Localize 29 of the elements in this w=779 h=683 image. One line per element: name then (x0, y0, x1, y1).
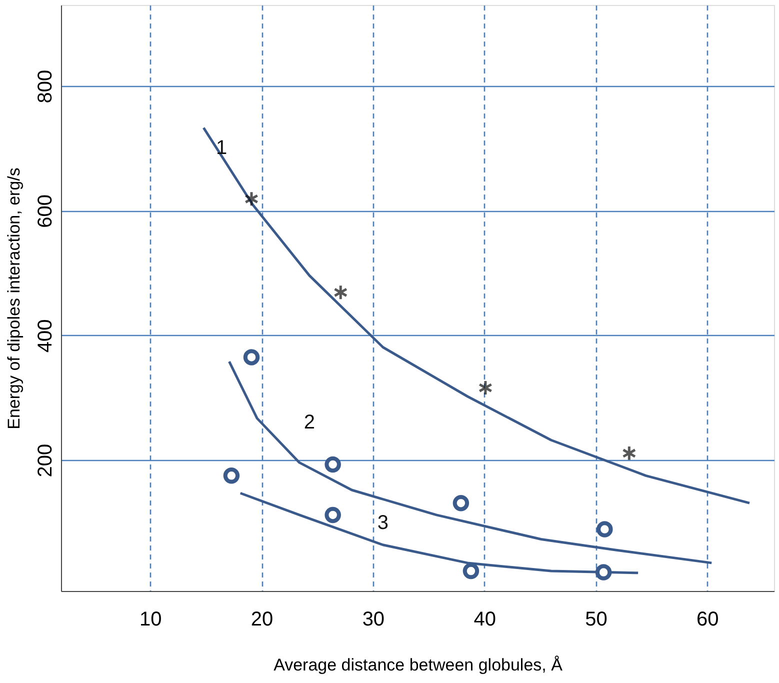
series-label: 2 (304, 412, 315, 434)
point (622, 445, 636, 462)
point (452, 494, 470, 512)
point (462, 562, 480, 580)
y-axis-title: Energy of dipoles interaction, erg/s (4, 168, 24, 430)
y-tick-label: 600 (34, 194, 56, 228)
point (324, 456, 341, 473)
point (595, 564, 612, 580)
point (596, 521, 613, 538)
line-series (228, 360, 713, 564)
x-tick-label: 10 (140, 608, 162, 630)
point (244, 190, 259, 207)
point (334, 284, 348, 300)
x-axis-title: Average distance between globules, Å (274, 656, 564, 674)
series-label: 1 (216, 136, 228, 159)
y-tick-label: 200 (34, 444, 56, 478)
y-tick-label: 400 (34, 319, 56, 353)
point (243, 349, 260, 366)
point (324, 506, 341, 524)
y-tick-label: 800 (34, 70, 56, 104)
point (223, 468, 240, 484)
x-tick-label: 30 (362, 608, 385, 630)
line-series (202, 126, 751, 504)
x-tick-label: 40 (474, 608, 496, 630)
x-tick-label: 20 (250, 608, 274, 630)
series-label: 3 (377, 512, 389, 534)
point (478, 380, 493, 396)
x-tick-label: 50 (585, 608, 608, 630)
x-tick-label: 60 (696, 608, 719, 630)
